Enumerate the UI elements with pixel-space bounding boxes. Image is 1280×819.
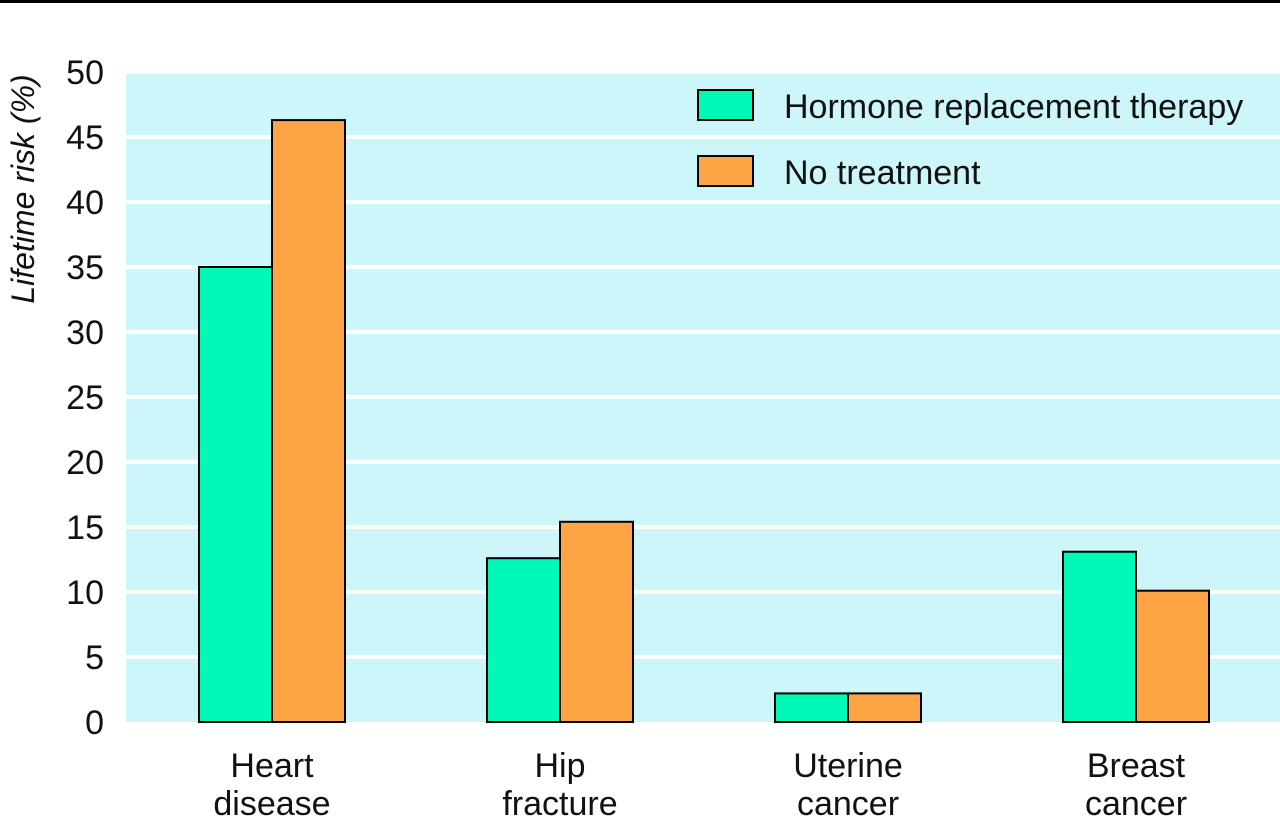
gridlines	[126, 70, 1280, 659]
bar-no-treatment	[559, 520, 634, 723]
y-tick-label: 0	[85, 704, 104, 742]
y-tick-label: 45	[66, 119, 104, 157]
gridline	[126, 135, 1280, 139]
gridline	[126, 265, 1280, 269]
category-label: Uterine cancer	[793, 747, 903, 819]
gridline	[126, 330, 1280, 334]
gridline	[126, 655, 1280, 659]
y-tick-label: 10	[66, 574, 104, 612]
bar-hrt	[198, 266, 273, 723]
bar-no-treatment	[1135, 589, 1210, 724]
y-axis: 0 5 10 15 20 25 30 35 40 45 50	[66, 54, 104, 742]
category-label: Breast cancer	[1085, 747, 1187, 819]
legend-swatch	[697, 155, 754, 187]
gridline	[126, 395, 1280, 399]
bar-hrt	[486, 557, 561, 724]
y-tick-label: 20	[66, 444, 104, 482]
bar-hrt	[1062, 550, 1137, 724]
gridline	[126, 525, 1280, 529]
y-tick-label: 40	[66, 184, 104, 222]
y-tick-label: 30	[66, 314, 104, 352]
gridline	[126, 590, 1280, 594]
gridline	[126, 70, 1280, 74]
legend: Hormone replacement therapy No treatment	[697, 88, 1243, 192]
top-rule	[0, 0, 1280, 3]
y-tick-label: 50	[66, 54, 104, 92]
legend-label: No treatment	[784, 154, 981, 192]
y-tick-label: 25	[66, 379, 104, 417]
y-tick-label: 15	[66, 509, 104, 547]
gridline	[126, 200, 1280, 204]
bars	[198, 119, 1210, 724]
bar-hrt	[774, 692, 849, 724]
legend-label: Hormone replacement therapy	[784, 88, 1243, 126]
y-tick-label: 5	[85, 639, 104, 677]
x-axis: Heart disease Hip fracture Uterine cancer Brea…	[213, 747, 1187, 819]
category-label: Heart disease	[213, 747, 330, 819]
y-axis-title: Lifetime risk (%)	[5, 74, 41, 303]
y-tick-label: 35	[66, 249, 104, 287]
category-label: Hip fracture	[502, 747, 617, 819]
gridline	[126, 460, 1280, 464]
bar-no-treatment	[271, 119, 346, 724]
bar-no-treatment	[847, 692, 922, 724]
legend-swatch	[697, 89, 754, 121]
